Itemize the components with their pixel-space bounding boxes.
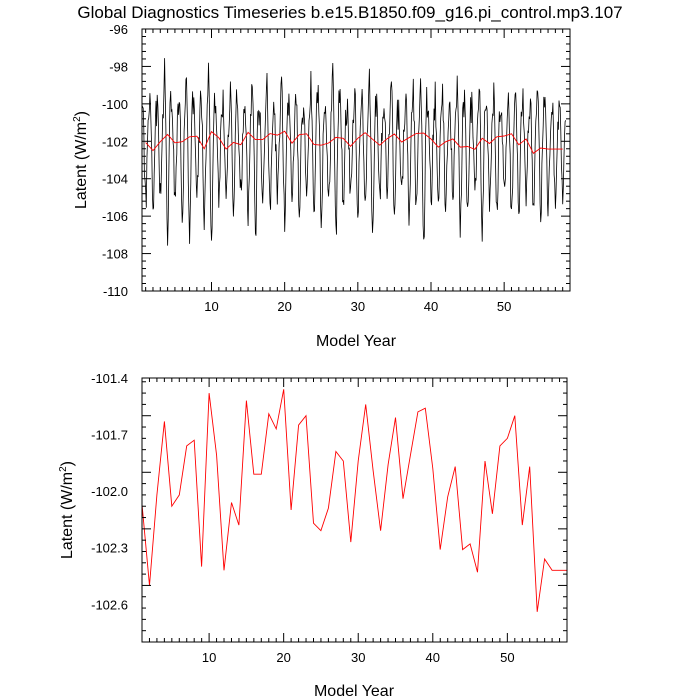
x-tick-label: 20: [277, 299, 291, 314]
x-tick-label: 30: [351, 299, 365, 314]
figure-title: Global Diagnostics Timeseries b.e15.B185…: [77, 3, 622, 22]
monthly-series-line: [141, 58, 567, 246]
bottom-axis-ticks: 10 20 30 40 50 -101.4 -101.7 -102.0 -102.3 -102.6: [91, 371, 568, 665]
y-tick-label: -106: [102, 209, 128, 224]
y-tick-label: -102.3: [91, 541, 128, 556]
top-plot-marks: [141, 58, 567, 246]
y-tick-label: -100: [102, 97, 128, 112]
y-tick-label: -102.0: [91, 484, 128, 499]
bottom-y-axis-label: Latent (W/m2): [58, 461, 76, 559]
top-axis-ticks: 10 20 30 40 50 -96 -98 -100 -102 -104 -106 -108 -110: [102, 22, 571, 314]
bottom-panel: 10 20 30 40 50 -101.4 -101.7 -102.0 -102.3 -102.6…: [58, 371, 568, 700]
y-tick-label: -110: [103, 284, 128, 299]
annual-mean-series-line: [141, 389, 567, 612]
y-tick-label: -108: [102, 247, 128, 262]
bottom-plot-frame: [141, 377, 568, 643]
bottom-x-axis-label: Model Year: [314, 683, 395, 700]
top-x-axis-label: Model Year: [316, 333, 397, 350]
x-tick-label: 30: [351, 650, 365, 665]
x-tick-label: 50: [500, 650, 514, 665]
top-y-axis-label: Latent (W/m2): [72, 111, 90, 209]
y-tick-label: -101.7: [91, 428, 128, 443]
annual-mean-series-line: [145, 130, 563, 154]
y-tick-label: -98: [109, 59, 128, 74]
top-plot-frame: [141, 28, 571, 292]
x-tick-label: 40: [426, 650, 440, 665]
y-tick-label: -102: [102, 134, 128, 149]
bottom-plot-marks: [141, 389, 567, 612]
top-panel: 10 20 30 40 50 -96 -98 -100 -102 -104 -106 -108 -110…: [72, 22, 571, 350]
x-tick-label: 40: [424, 299, 438, 314]
x-tick-label: 50: [497, 299, 511, 314]
y-tick-label: -101.4: [91, 371, 128, 386]
y-tick-label: -104: [102, 172, 128, 187]
x-tick-label: 10: [202, 650, 216, 665]
x-tick-label: 20: [276, 650, 290, 665]
y-tick-label: -102.6: [91, 597, 128, 612]
y-tick-label: -96: [109, 22, 128, 37]
x-tick-label: 10: [204, 299, 218, 314]
